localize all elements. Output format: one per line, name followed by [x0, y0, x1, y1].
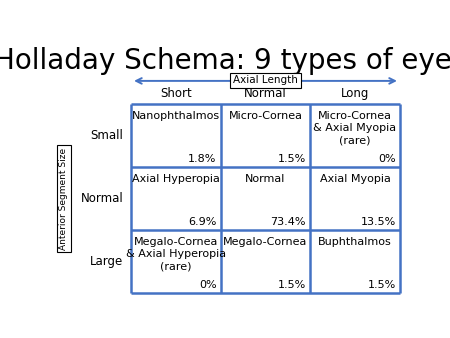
Text: Megalo-Cornea: Megalo-Cornea [223, 237, 308, 247]
Text: 1.8%: 1.8% [188, 154, 216, 164]
Text: Micro-Cornea
& Axial Myopia
(rare): Micro-Cornea & Axial Myopia (rare) [314, 111, 396, 146]
Text: Normal: Normal [81, 192, 124, 205]
Text: Holladay Schema: 9 types of eyes: Holladay Schema: 9 types of eyes [0, 47, 450, 75]
Text: 13.5%: 13.5% [360, 217, 396, 227]
Text: 73.4%: 73.4% [270, 217, 306, 227]
Text: Short: Short [160, 88, 192, 100]
Text: Normal: Normal [244, 88, 287, 100]
Text: 0%: 0% [199, 280, 216, 290]
Text: 1.5%: 1.5% [278, 154, 306, 164]
Text: Long: Long [341, 88, 369, 100]
Text: 1.5%: 1.5% [367, 280, 396, 290]
Text: Normal: Normal [245, 174, 286, 184]
Text: 1.5%: 1.5% [278, 280, 306, 290]
Text: Megalo-Cornea
& Axial Hyperopia
(rare): Megalo-Cornea & Axial Hyperopia (rare) [126, 237, 226, 271]
Text: Axial Length: Axial Length [233, 75, 298, 85]
Text: 0%: 0% [378, 154, 396, 164]
Text: Large: Large [90, 255, 124, 268]
Text: Micro-Cornea: Micro-Cornea [229, 111, 302, 121]
Text: Axial Myopia: Axial Myopia [320, 174, 391, 184]
Text: Anterior Segment Size: Anterior Segment Size [59, 148, 68, 250]
Text: Buphthalmos: Buphthalmos [318, 237, 392, 247]
Text: Axial Hyperopia: Axial Hyperopia [132, 174, 220, 184]
Text: 6.9%: 6.9% [188, 217, 216, 227]
Text: Nanophthalmos: Nanophthalmos [132, 111, 220, 121]
Text: Small: Small [91, 129, 124, 142]
